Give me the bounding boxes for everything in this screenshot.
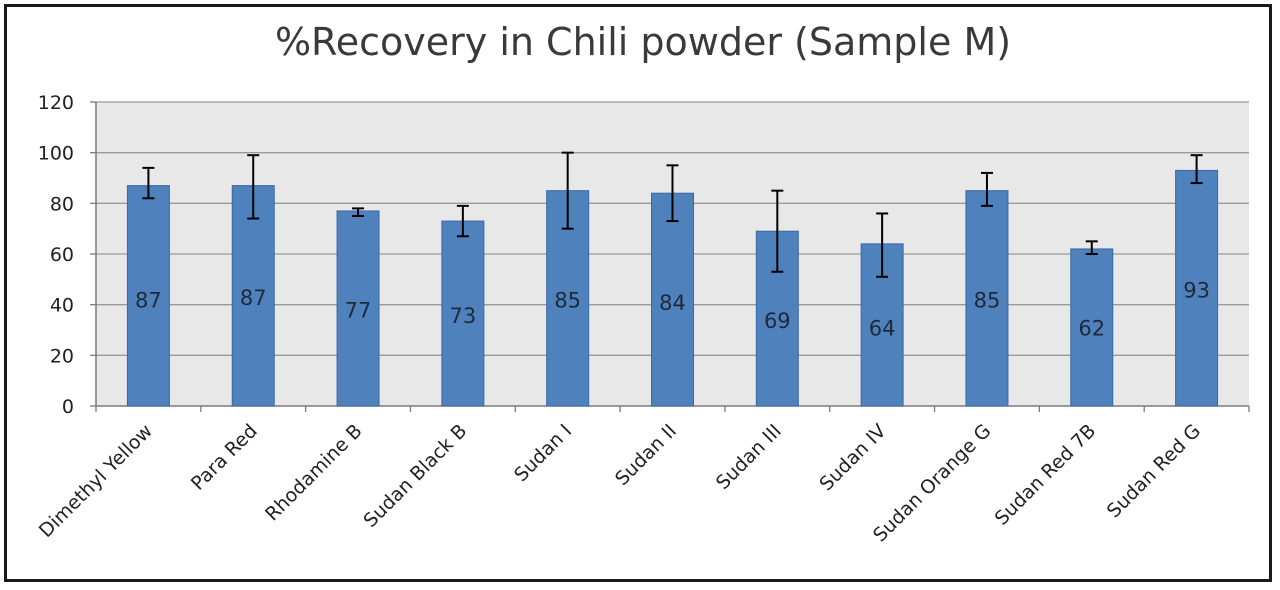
bar-chart: %Recovery in Chili powder (Sample M) 0 20… — [35, 20, 1250, 546]
category-label: Sudan I — [510, 420, 576, 486]
data-label: 87 — [240, 286, 267, 310]
data-label: 64 — [869, 316, 896, 340]
data-label: 87 — [135, 289, 162, 313]
y-tick-label: 120 — [38, 92, 74, 114]
bar — [231, 185, 275, 407]
data-label: 62 — [1078, 316, 1105, 340]
data-label: 69 — [764, 309, 791, 333]
category-label: Sudan Black B — [359, 420, 471, 532]
category-label: Sudan IV — [815, 420, 890, 495]
bar — [441, 220, 485, 407]
category-label: Sudan Red G — [1103, 420, 1205, 522]
data-label: 85 — [974, 289, 1001, 313]
data-label: 93 — [1183, 278, 1210, 302]
data-label: 77 — [345, 299, 372, 323]
data-label: 73 — [449, 304, 476, 328]
category-label: Para Red — [187, 420, 262, 495]
chart-frame: %Recovery in Chili powder (Sample M) 0 20… — [4, 4, 1272, 582]
y-tick-label: 100 — [38, 143, 74, 165]
data-label: 84 — [659, 291, 686, 315]
bar — [965, 190, 1009, 407]
bar — [336, 210, 380, 407]
y-tick-label: 60 — [50, 244, 74, 266]
chart-title: %Recovery in Chili powder (Sample M) — [275, 20, 1011, 64]
bar — [126, 185, 170, 407]
bar — [1070, 248, 1114, 407]
bar — [1175, 169, 1219, 407]
y-tick-label: 0 — [62, 396, 74, 418]
plot-area: 0 20 40 60 80 100 120 87 Dimethyl Yellow 87 Para R… — [35, 92, 1250, 546]
y-tick-label: 20 — [50, 345, 74, 367]
bar — [651, 192, 694, 407]
category-label: Sudan Orange G — [869, 420, 995, 546]
y-tick-label: 80 — [50, 193, 74, 215]
y-tick-label: 40 — [50, 295, 74, 317]
data-label: 85 — [554, 289, 581, 313]
category-label: Dimethyl Yellow — [35, 420, 157, 542]
category-label: Sudan II — [611, 420, 681, 490]
category-label: Sudan III — [712, 420, 786, 494]
category-label: Rhodamine B — [261, 420, 366, 525]
category-label: Sudan Red 7B — [991, 420, 1101, 530]
